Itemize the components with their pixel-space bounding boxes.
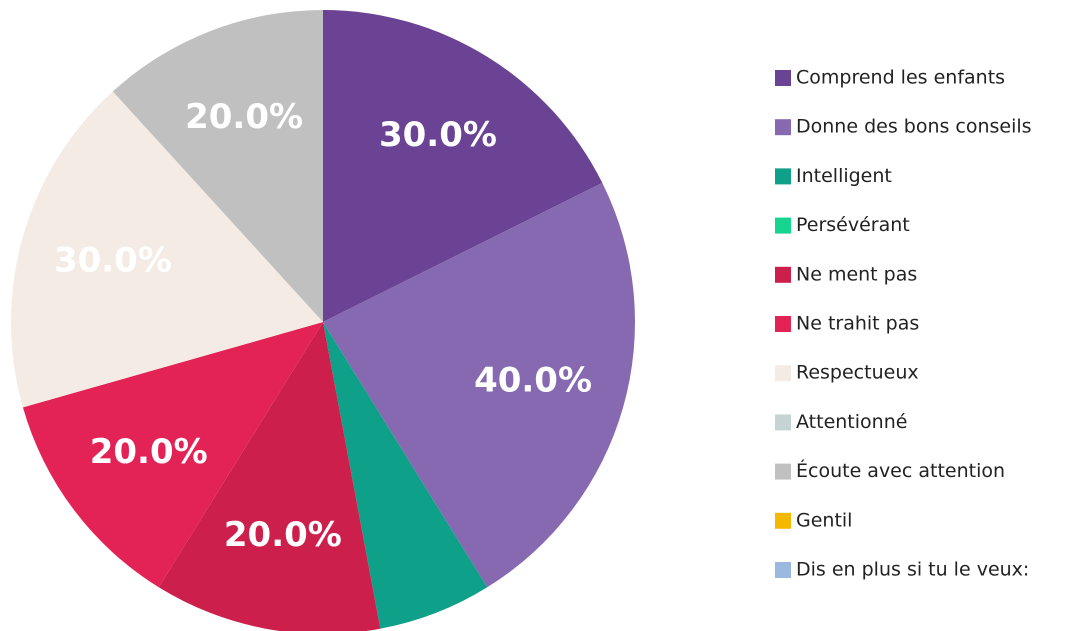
legend-swatch	[775, 463, 791, 480]
legend-label: Ne ment pas	[796, 263, 917, 285]
data-label: 40.0%	[474, 360, 592, 400]
pie-slice	[323, 10, 603, 322]
legend-swatch	[775, 365, 791, 382]
pie-slice	[323, 322, 488, 629]
legend-swatch	[775, 316, 791, 332]
legend-label: Dis en plus si tu le veux:	[796, 559, 1029, 581]
legend-swatch	[775, 414, 791, 431]
pie-slice	[158, 322, 381, 631]
legend-swatch	[775, 70, 791, 86]
legend-label: Persévérant	[796, 214, 910, 236]
data-label: 20.0%	[90, 432, 208, 472]
data-label: 20.0%	[224, 515, 342, 555]
legend-label: Respectueux	[796, 362, 919, 384]
pie-slice	[112, 10, 323, 322]
data-label: 30.0%	[54, 241, 172, 281]
legend-label: Intelligent	[796, 165, 892, 187]
data-label: 30.0%	[379, 115, 497, 155]
legend-swatch	[775, 217, 791, 234]
legend-swatch	[775, 168, 791, 185]
data-label: 20.0%	[185, 97, 303, 137]
legend-label: Attentionné	[796, 411, 907, 433]
pie-slice	[22, 322, 323, 588]
pie-slice	[323, 182, 636, 588]
pie-slice	[10, 91, 323, 408]
legend-swatch	[775, 266, 791, 283]
legend-label: Écoute avec attention	[796, 459, 1005, 482]
legend-label: Ne trahit pas	[796, 313, 919, 335]
legend-label: Donne des bons conseils	[796, 116, 1032, 138]
legend-swatch	[775, 119, 791, 136]
legend-label: Gentil	[796, 509, 852, 531]
legend-label: Comprend les enfants	[796, 67, 1005, 89]
legend-swatch	[775, 512, 791, 529]
legend-swatch	[775, 562, 791, 578]
